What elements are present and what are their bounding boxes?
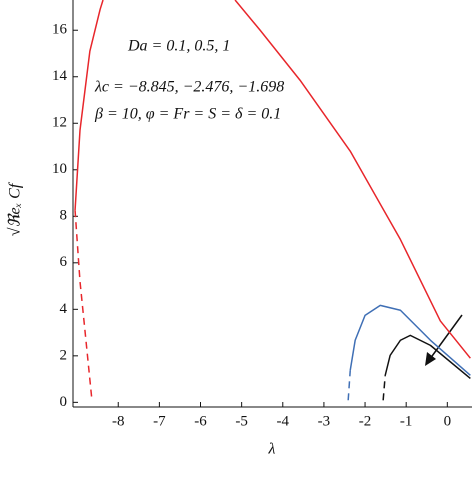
curve (382, 375, 386, 401)
annotation: Da = 0.1, 0.5, 1 (127, 38, 230, 55)
x-tick-label: -6 (194, 413, 207, 429)
x-tick-label: -8 (112, 413, 125, 429)
y-tick-label: 2 (60, 347, 68, 363)
y-tick-label: 12 (52, 115, 67, 131)
x-tick-label: -4 (277, 413, 290, 429)
x-tick-label: -5 (235, 413, 248, 429)
annotation: β = 10, φ = Fr = S = δ = 0.1 (94, 106, 281, 123)
x-tick-label: -1 (400, 413, 413, 429)
annotation: λc = −8.845, −2.476, −1.698 (94, 79, 284, 96)
y-tick-label: 4 (60, 301, 68, 317)
x-tick-label: -7 (153, 413, 166, 429)
curve (384, 334, 471, 379)
x-axis-label: λ (268, 441, 276, 458)
arrow (425, 314, 463, 366)
x-tick-label: -2 (359, 413, 372, 429)
y-tick-label: 16 (52, 22, 68, 38)
curve (74, 0, 104, 211)
y-tick-label: 6 (60, 254, 68, 270)
y-axis-label: √ℜeₓ Cf (7, 181, 24, 236)
x-tick-label: 0 (444, 413, 452, 429)
y-tick-label: 14 (52, 68, 68, 84)
y-tick-label: 0 (60, 394, 68, 410)
curve (234, 0, 471, 359)
curve (74, 210, 93, 401)
x-tick-label: -3 (318, 413, 331, 429)
curve (349, 304, 471, 376)
curve (347, 370, 351, 401)
y-tick-label: 10 (52, 161, 67, 177)
y-tick-label: 8 (60, 208, 68, 224)
